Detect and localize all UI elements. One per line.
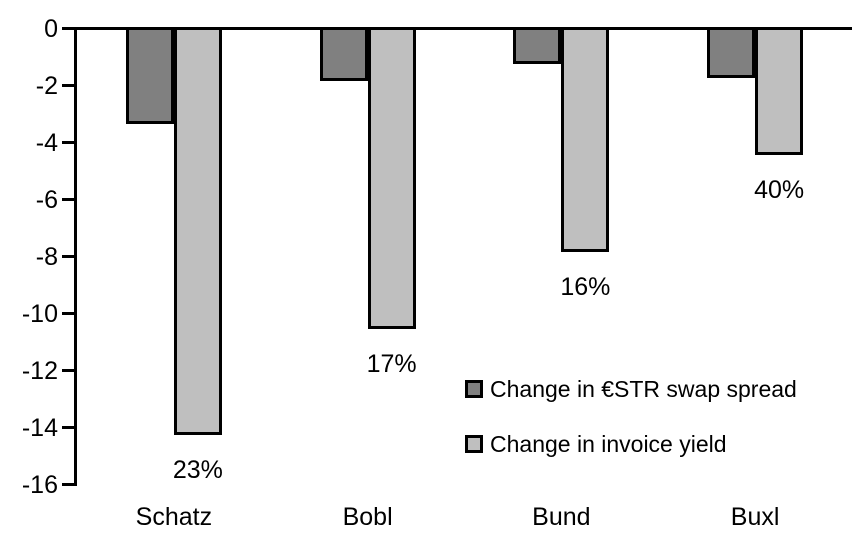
data-label-bobl: 17%: [366, 350, 417, 379]
y-axis-tick: [62, 198, 77, 201]
y-axis-tick: [62, 255, 77, 258]
y-axis-tick-label: 0: [44, 14, 58, 43]
y-axis-tick-label: -16: [21, 470, 58, 499]
x-axis-zero-line: [62, 27, 852, 30]
y-axis-tick: [62, 426, 77, 429]
legend-swatch-icon: [465, 380, 483, 398]
bar-buxl-swap-spread: [707, 27, 756, 79]
legend-swatch-icon: [465, 435, 483, 453]
y-axis-tick: [62, 84, 77, 87]
bar-schatz-swap-spread: [125, 27, 174, 125]
x-axis-category-label-bobl: Bobl: [342, 503, 393, 531]
y-axis-tick-label: -6: [35, 185, 58, 214]
bar-bobl-swap-spread: [319, 27, 368, 82]
bar-bobl-invoice-yield: [367, 27, 416, 330]
y-axis-tick-label: -2: [35, 71, 58, 100]
legend-item-swap-spread: Change in €STR swap spread: [465, 376, 797, 402]
y-axis-tick: [62, 312, 77, 315]
bar-bund-swap-spread: [513, 27, 562, 65]
bar-schatz-invoice-yield: [173, 27, 222, 435]
bar-buxl-invoice-yield: [755, 27, 804, 156]
y-axis-tick: [62, 369, 77, 372]
y-axis-tick: [62, 141, 77, 144]
data-label-schatz: 23%: [172, 455, 223, 484]
x-axis-category-label-schatz: Schatz: [135, 503, 213, 531]
y-axis-tick-label: -8: [35, 242, 58, 271]
data-label-bund: 16%: [560, 273, 611, 302]
legend-label: Change in €STR swap spread: [490, 376, 797, 402]
legend-label: Change in invoice yield: [490, 431, 727, 457]
legend-item-invoice-yield: Change in invoice yield: [465, 431, 727, 457]
y-axis-tick-label: -14: [21, 413, 58, 442]
bar-bund-invoice-yield: [561, 27, 610, 253]
y-axis-tick: [62, 483, 77, 486]
data-label-buxl: 40%: [754, 176, 805, 205]
y-axis-tick-label: -12: [21, 356, 58, 385]
y-axis-tick-label: -10: [21, 299, 58, 328]
y-axis-tick-label: -4: [35, 128, 58, 157]
x-axis-category-label-bund: Bund: [532, 503, 591, 531]
x-axis-category-label-buxl: Buxl: [730, 503, 780, 531]
